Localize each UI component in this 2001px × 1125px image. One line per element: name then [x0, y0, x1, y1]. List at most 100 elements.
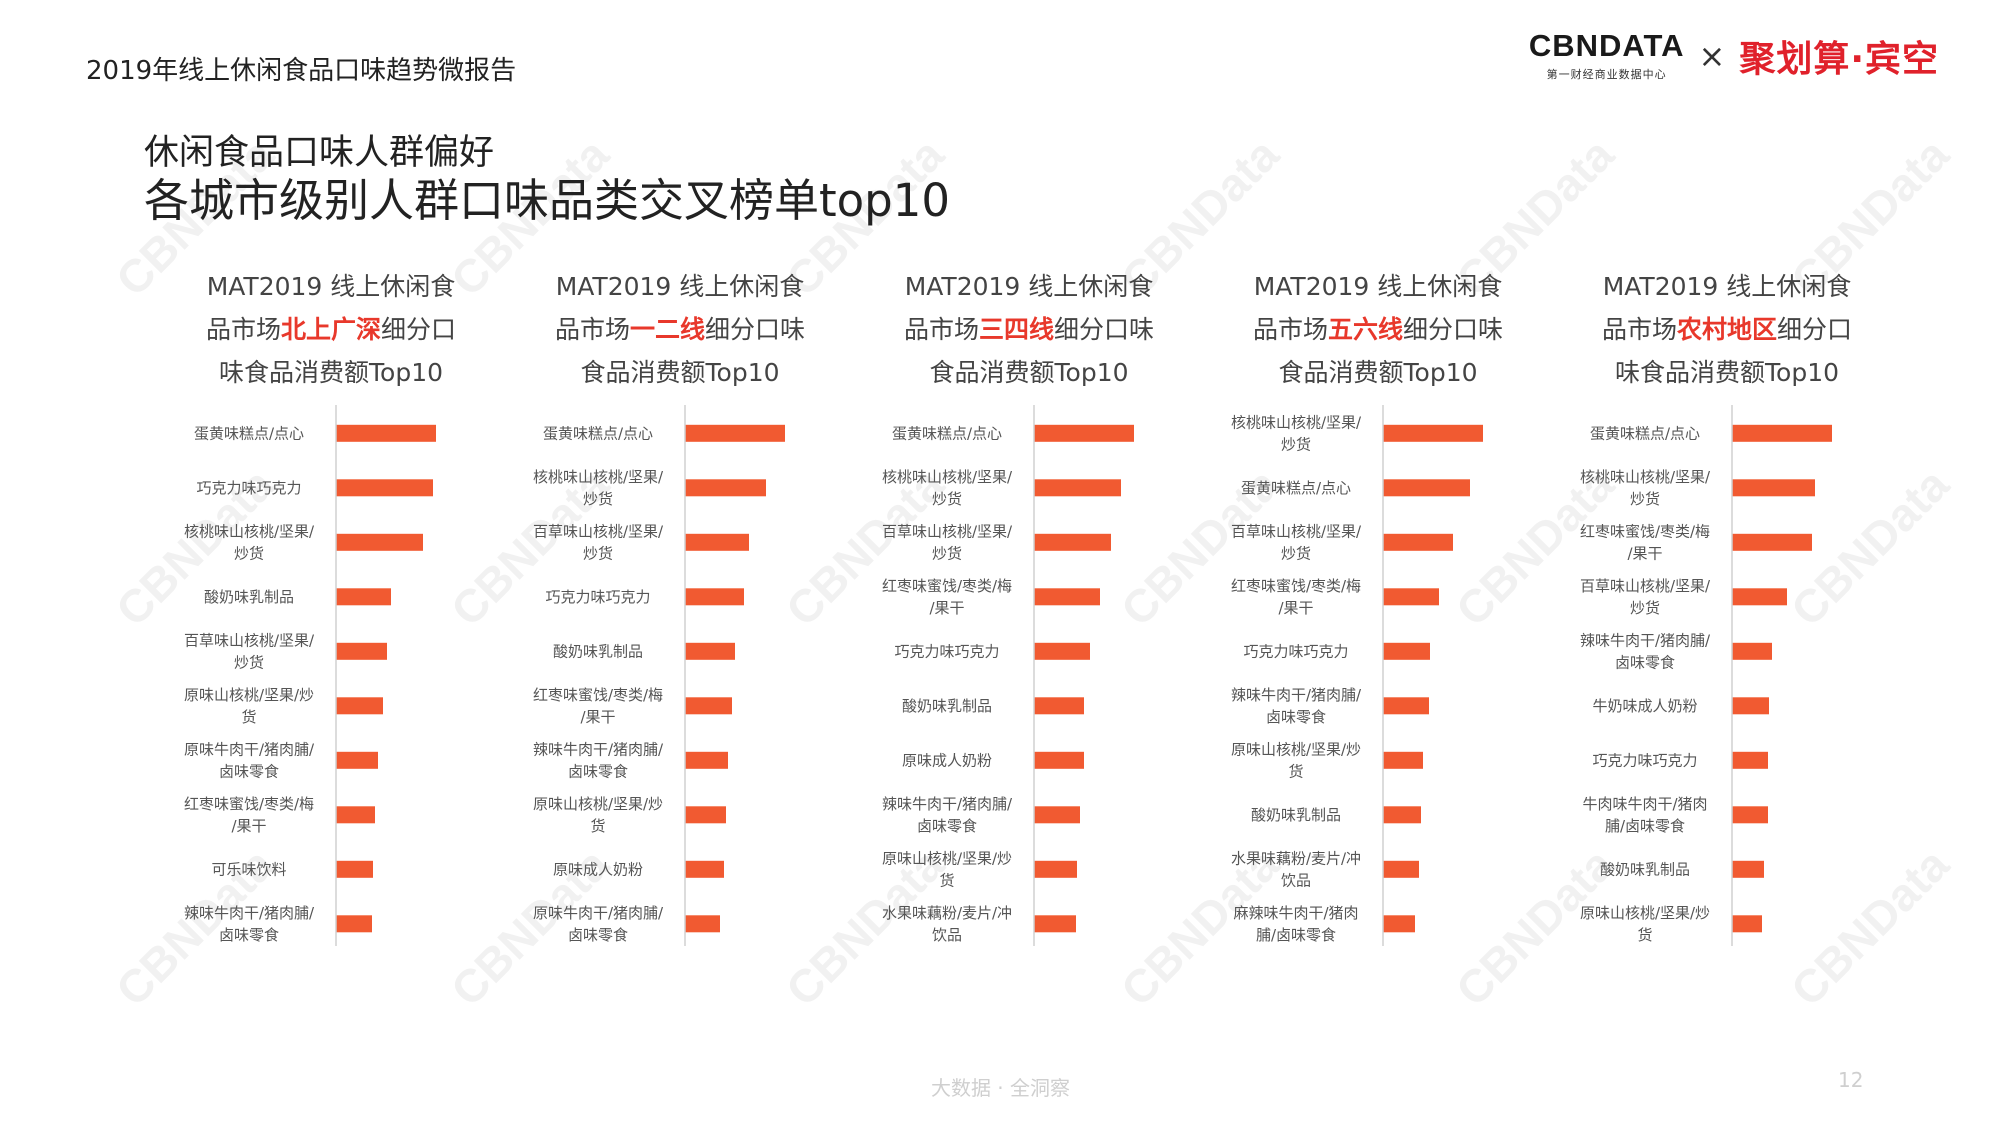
panel-tier-4: MAT2019 线上休闲食 品市场五六线细分口味 食品消费额Top10 核桃味山… [1213, 265, 1543, 946]
category-label: 辣味牛肉干/猪肉脯/卤味零食 [1231, 686, 1362, 726]
category-label-line: 蛋黄味糕点/点心 [892, 424, 1002, 442]
category-label-line: /果干 [1278, 599, 1313, 617]
bar [685, 751, 728, 769]
panel-tier-2: MAT2019 线上休闲食 品市场一二线细分口味 食品消费额Top10 蛋黄味糕… [515, 265, 845, 946]
category-label-line: 卤味零食 [568, 762, 628, 780]
category-label-line: 巧克力味巧克力 [894, 642, 999, 660]
panel-title-text: 细分口 [381, 315, 457, 344]
category-label: 辣味牛肉干/猪肉脯/卤味零食 [882, 795, 1013, 835]
bar [1034, 588, 1100, 606]
panel-title-text: 品市场 [205, 315, 281, 344]
category-label: 麻辣味牛肉干/猪肉脯/卤味零食 [1233, 904, 1358, 944]
bar [1732, 479, 1815, 497]
category-label-line: 酸奶味乳制品 [204, 588, 294, 606]
category-label-line: 辣味牛肉干/猪肉脯/ [184, 904, 315, 922]
category-label-line: 货 [241, 708, 256, 726]
panel-title-highlight: 北上广深 [280, 315, 381, 344]
category-label-line: 炒货 [1281, 435, 1311, 453]
panel-tier-5: MAT2019 线上休闲食 品市场农村地区细分口 味食品消费额Top10 蛋黄味… [1562, 265, 1892, 946]
category-label-line: 炒货 [583, 544, 613, 562]
category-label: 可乐味饮料 [211, 860, 286, 878]
category-label: 核桃味山核桃/坚果/炒货 [882, 468, 1013, 508]
category-label-line: 巧克力味巧克力 [1243, 642, 1348, 660]
panel-title-text: 品市场 [903, 315, 979, 344]
bar [685, 424, 785, 442]
panel-title-line: 品市场北上广深细分口 [166, 308, 496, 351]
bar [1383, 424, 1483, 442]
bar [1383, 860, 1419, 878]
panel-title-highlight: 农村地区 [1676, 315, 1777, 344]
bar [1383, 479, 1470, 497]
bar [1383, 697, 1429, 715]
category-label-line: 辣味牛肉干/猪肉脯/ [533, 740, 664, 758]
panel-title-highlight: 三四线 [978, 315, 1054, 344]
category-label-line: 百草味山核桃/坚果/ [1580, 577, 1711, 595]
category-label-line: 巧克力味巧克力 [196, 479, 301, 497]
bar [1732, 533, 1812, 551]
panel-title-text: 细分口 [1777, 315, 1853, 344]
bar [1034, 697, 1084, 715]
bar-chart-tier-5: 蛋黄味糕点/点心核桃味山核桃/坚果/炒货红枣味蜜饯/枣类/梅/果干百草味山核桃/… [1580, 405, 1832, 946]
bar [336, 697, 383, 715]
category-label-line: /果干 [580, 708, 615, 726]
category-label-line: 酸奶味乳制品 [553, 642, 643, 660]
category-label-line: 原味山核桃/坚果/炒 [1580, 904, 1710, 922]
category-label-line: 货 [1637, 926, 1652, 944]
panel-title-text: 细分口味 [705, 315, 806, 344]
panel-title-line: 品市场三四线细分口味 [864, 308, 1194, 351]
category-label-line: 卤味零食 [219, 762, 279, 780]
category-label-line: 辣味牛肉干/猪肉脯/ [1580, 631, 1711, 649]
bar [1732, 588, 1787, 606]
bar [1034, 806, 1080, 824]
bar [1732, 751, 1768, 769]
category-label: 原味山核桃/坚果/炒货 [1231, 740, 1361, 780]
category-label-line: 原味牛肉干/猪肉脯/ [533, 904, 664, 922]
panel-title-line: 食品消费额Top10 [929, 358, 1129, 387]
category-label-line: 核桃味山核桃/坚果/ [882, 468, 1013, 486]
category-label-line: 卤味零食 [568, 926, 628, 944]
category-label-line: 百草味山核桃/坚果/ [882, 522, 1013, 540]
bar [1383, 806, 1421, 824]
panel-title-text: 品市场 [554, 315, 630, 344]
panel-title-line: MAT2019 线上休闲食 [904, 272, 1154, 301]
bar [1383, 533, 1453, 551]
panel-title-line: 品市场农村地区细分口 [1562, 308, 1892, 351]
category-label-line: 巧克力味巧克力 [1592, 751, 1697, 769]
bar [685, 588, 744, 606]
category-label-line: 水果味藕粉/麦片/冲 [882, 904, 1012, 922]
category-label: 原味山核桃/坚果/炒货 [533, 795, 663, 835]
category-label-line: 炒货 [1630, 490, 1660, 508]
category-label: 原味山核桃/坚果/炒货 [184, 686, 314, 726]
category-label: 蛋黄味糕点/点心 [543, 424, 653, 442]
bar [1383, 642, 1430, 660]
panel-title: MAT2019 线上休闲食 品市场三四线细分口味 食品消费额Top10 [864, 265, 1194, 394]
slide-title: 各城市级别人群口味品类交叉榜单top10 [144, 174, 951, 227]
category-label: 红枣味蜜饯/枣类/梅/果干 [184, 795, 314, 835]
category-label-line: 麻辣味牛肉干/猪肉 [1233, 904, 1358, 922]
panel-tier-1: MAT2019 线上休闲食 品市场北上广深细分口 味食品消费额Top10 蛋黄味… [166, 265, 496, 946]
bar [336, 806, 375, 824]
bar [1034, 642, 1090, 660]
category-label-line: 原味牛肉干/猪肉脯/ [184, 740, 315, 758]
category-label: 核桃味山核桃/坚果/炒货 [184, 522, 315, 562]
bar-chart-tier-4: 核桃味山核桃/坚果/炒货蛋黄味糕点/点心百草味山核桃/坚果/炒货红枣味蜜饯/枣类… [1231, 405, 1483, 946]
category-label: 辣味牛肉干/猪肉脯/卤味零食 [184, 904, 315, 944]
bar [1034, 860, 1077, 878]
category-label-line: 卤味零食 [917, 817, 977, 835]
category-label-line: 红枣味蜜饯/枣类/梅 [1231, 577, 1361, 595]
category-label-line: 卤味零食 [219, 926, 279, 944]
category-label: 红枣味蜜饯/枣类/梅/果干 [1580, 522, 1710, 562]
panel-title-text: 品市场 [1252, 315, 1328, 344]
bar [1732, 642, 1772, 660]
page-number: 12 [1838, 1068, 1864, 1092]
bar [685, 915, 720, 933]
category-label-line: 脯/卤味零食 [1256, 926, 1336, 944]
category-label-line: 水果味藕粉/麦片/冲 [1231, 849, 1361, 867]
category-label: 百草味山核桃/坚果/炒货 [882, 522, 1013, 562]
bar [685, 479, 766, 497]
category-label: 巧克力味巧克力 [196, 479, 301, 497]
bar [685, 642, 735, 660]
report-title: 2019年线上休闲食品口味趋势微报告 [86, 56, 517, 86]
category-label-line: 蛋黄味糕点/点心 [1590, 424, 1700, 442]
category-label-line: 脯/卤味零食 [1605, 817, 1685, 835]
